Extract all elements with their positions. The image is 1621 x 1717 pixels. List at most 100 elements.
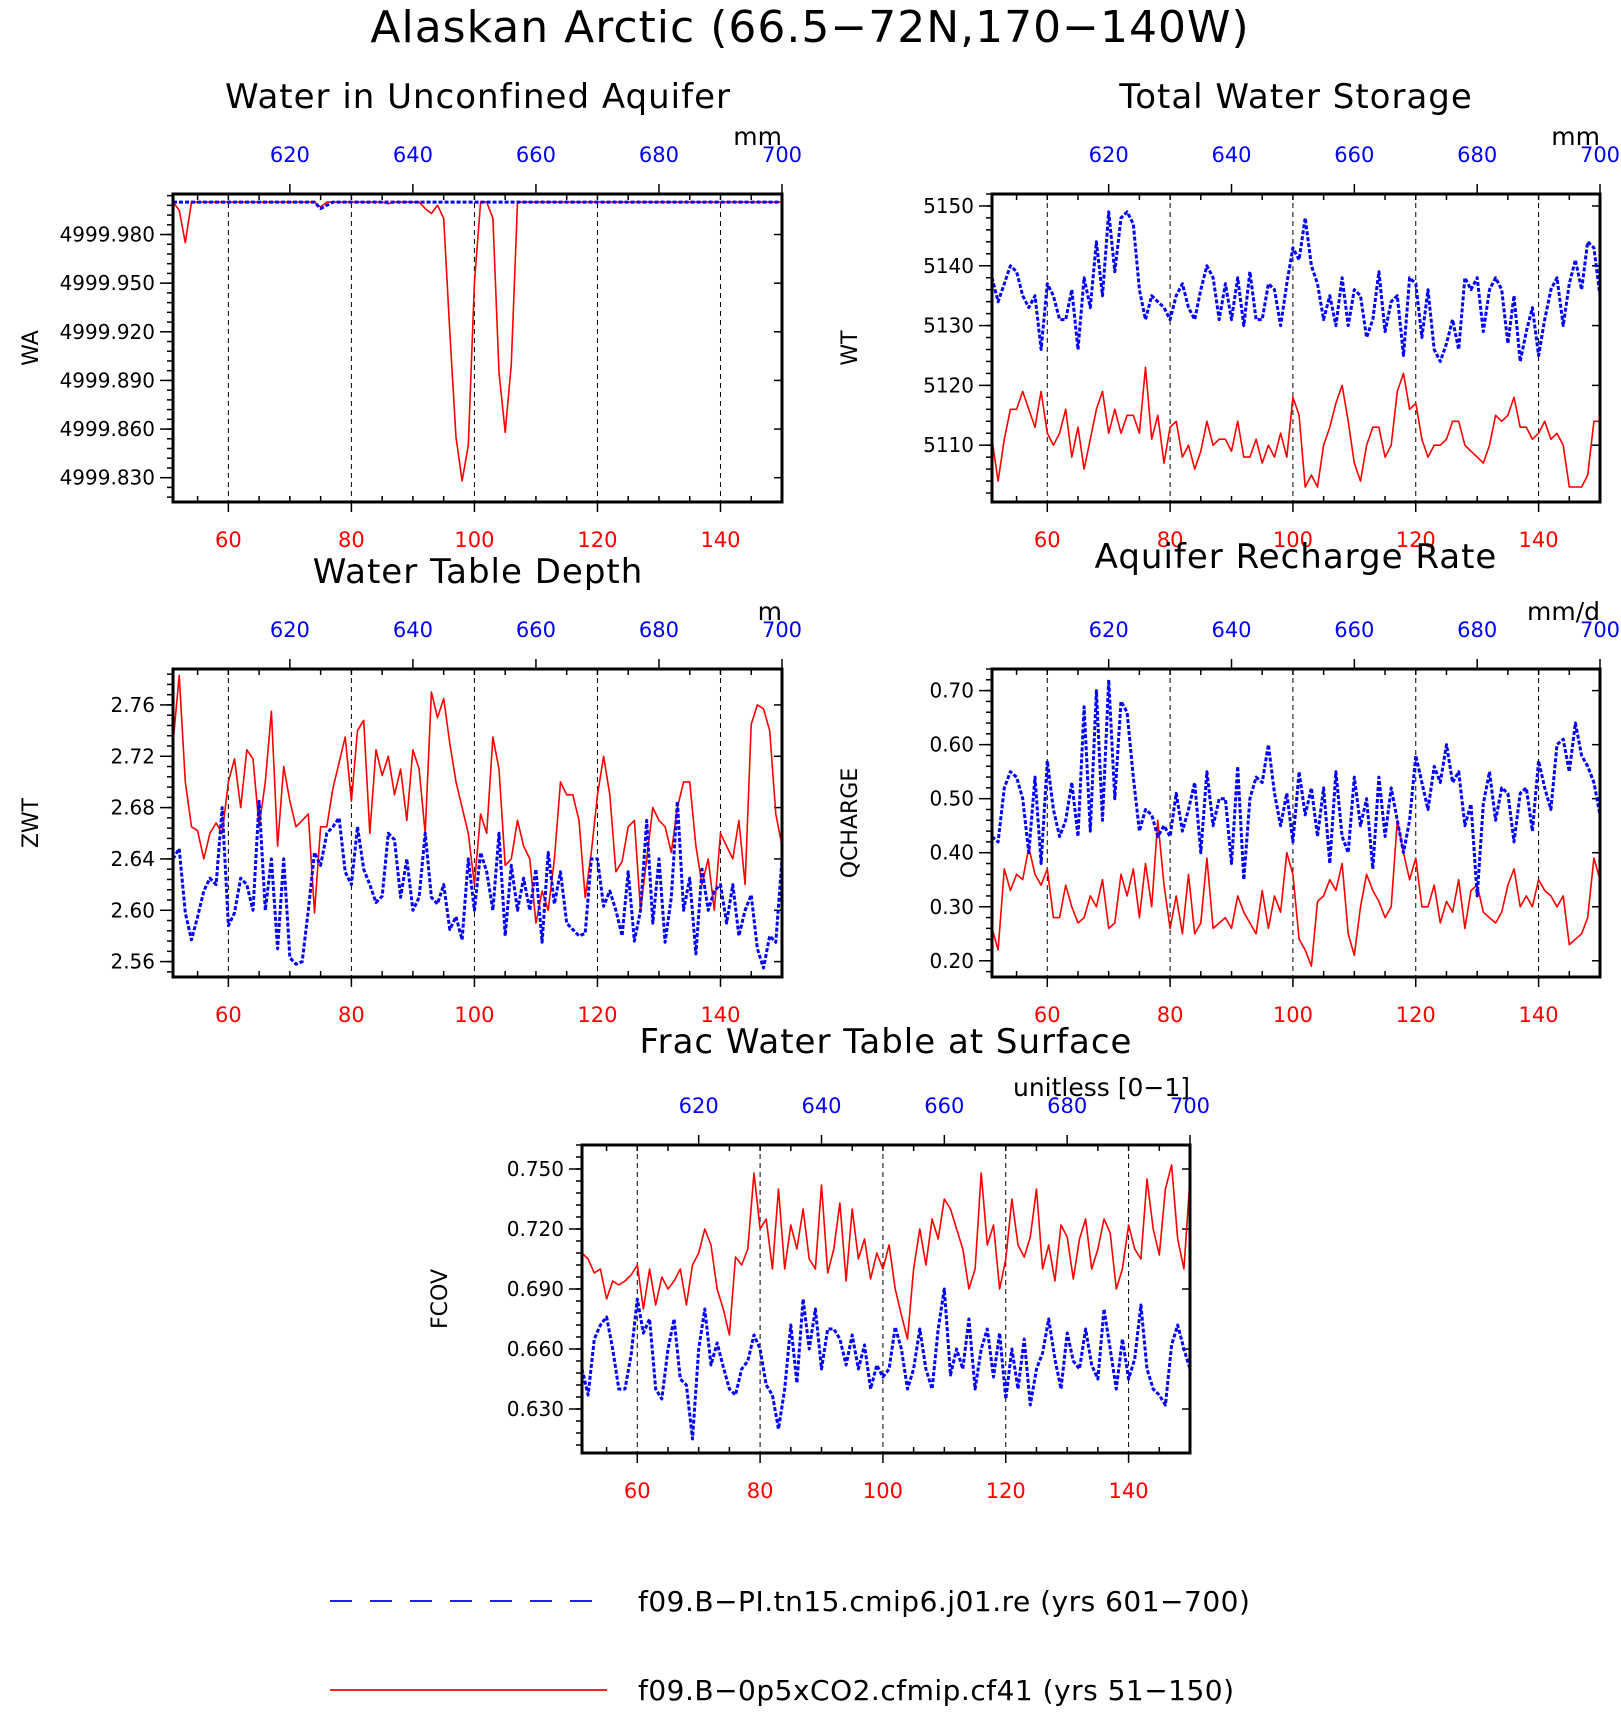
panel-3: Water Table Depth m ZWT 60 80 100 120 140 620 640…: [19, 552, 802, 1027]
x2-tick-label: 700: [1580, 618, 1620, 642]
y-tick-label: 4999.980: [60, 223, 155, 247]
legend-label: f09.B−PI.tn15.cmip6.j01.re (yrs 601−700): [638, 1585, 1250, 1618]
panel-title: Water in Unconfined Aquifer: [225, 77, 731, 117]
x2-tick-label: 620: [270, 143, 310, 167]
x2-tick-label: 660: [1334, 143, 1374, 167]
series-line-case2: [173, 674, 782, 924]
panel-title: Total Water Storage: [1118, 77, 1473, 117]
y-tick-label: 0.630: [507, 1397, 564, 1421]
y-tick-label: 0.720: [507, 1217, 564, 1241]
x-tick-label: 100: [863, 1479, 903, 1503]
x-tick-label: 120: [986, 1479, 1026, 1503]
y-tick-label: 4999.860: [60, 417, 155, 441]
units-label: mm: [1551, 122, 1600, 151]
series-line-case2: [582, 1164, 1190, 1340]
units-label: unitless [0−1]: [1013, 1073, 1190, 1102]
x-tick-label: 60: [215, 528, 242, 552]
y-tick-label: 5140: [923, 254, 974, 278]
x2-tick-label: 620: [270, 618, 310, 642]
y-tick-label: 2.60: [110, 898, 155, 922]
panel-title: Aquifer Recharge Rate: [1095, 537, 1498, 577]
series-line-case1: [582, 1287, 1190, 1441]
units-label: mm: [733, 122, 782, 151]
y-tick-label: 4999.890: [60, 368, 155, 392]
x-tick-label: 120: [1396, 528, 1436, 552]
plot-frame: [990, 667, 1602, 979]
panel-title: Water Table Depth: [313, 552, 644, 592]
x2-tick-label: 660: [516, 618, 556, 642]
x-tick-label: 120: [577, 1003, 617, 1027]
y-tick-label: 0.30: [929, 895, 974, 919]
x-tick-label: 100: [454, 1003, 494, 1027]
panel-title: Frac Water Table at Surface: [640, 1022, 1133, 1062]
series-line-case1: [173, 200, 782, 211]
x-tick-label: 100: [1273, 528, 1313, 552]
y-axis-label: ZWT: [19, 797, 44, 848]
y-tick-label: 4999.950: [60, 271, 155, 295]
x2-tick-label: 700: [762, 618, 802, 642]
x-tick-label: 140: [1519, 528, 1559, 552]
y-tick-label: 4999.920: [60, 320, 155, 344]
x-tick-label: 80: [1157, 528, 1184, 552]
y-axis-label: FCOV: [428, 1269, 453, 1329]
y-tick-label: 5110: [923, 433, 974, 457]
x-tick-label: 80: [1157, 1003, 1184, 1027]
legend-label: f09.B−0p5xCO2.cfmip.cf41 (yrs 51−150): [638, 1674, 1235, 1707]
x2-tick-label: 680: [1457, 618, 1497, 642]
y-tick-label: 2.72: [110, 744, 155, 768]
x-tick-label: 100: [454, 528, 494, 552]
x2-tick-label: 640: [1211, 618, 1251, 642]
x-tick-label: 140: [700, 528, 740, 552]
x2-tick-label: 680: [1457, 143, 1497, 167]
x2-tick-label: 620: [1089, 143, 1129, 167]
panel-2: Total Water Storage mm WT 60 80 100 120 140 620 6…: [838, 77, 1620, 552]
y-tick-label: 0.660: [507, 1337, 564, 1361]
figure-title: Alaskan Arctic (66.5−72N,170−140W): [370, 2, 1249, 53]
x-tick-label: 120: [577, 528, 617, 552]
x2-tick-label: 660: [1334, 618, 1374, 642]
y-tick-label: 2.76: [110, 693, 155, 717]
x2-tick-label: 680: [639, 618, 679, 642]
legend-entry-2: f09.B−0p5xCO2.cfmip.cf41 (yrs 51−150): [330, 1674, 1235, 1707]
y-axis-label: WT: [838, 330, 863, 366]
series-line-case2: [992, 819, 1600, 968]
x-tick-label: 140: [700, 1003, 740, 1027]
legend-entry-1: f09.B−PI.tn15.cmip6.j01.re (yrs 601−700): [330, 1585, 1250, 1618]
x-tick-label: 60: [1034, 528, 1061, 552]
x2-tick-label: 640: [393, 618, 433, 642]
x-tick-label: 60: [1034, 1003, 1061, 1027]
panel-5: Frac Water Table at Surface unitless [0−1…: [428, 1022, 1210, 1503]
y-tick-label: 0.60: [929, 733, 974, 757]
plot-frame: [580, 1143, 1192, 1455]
x-tick-label: 60: [624, 1479, 651, 1503]
y-tick-label: 2.68: [110, 796, 155, 820]
series-line-case2: [173, 201, 782, 482]
legend: f09.B−PI.tn15.cmip6.j01.re (yrs 601−700)…: [330, 1585, 1250, 1707]
y-tick-label: 5150: [923, 194, 974, 218]
units-label: m: [758, 597, 782, 626]
series-line-case1: [173, 799, 782, 970]
x-tick-label: 100: [1273, 1003, 1313, 1027]
x2-tick-label: 640: [1211, 143, 1251, 167]
y-tick-label: 2.64: [110, 847, 155, 871]
y-axis-label: QCHARGE: [838, 768, 863, 879]
y-tick-label: 0.50: [929, 787, 974, 811]
x2-tick-label: 680: [639, 143, 679, 167]
plot-frame: [990, 192, 1602, 504]
units-label: mm/d: [1527, 597, 1600, 626]
x2-tick-label: 640: [801, 1094, 841, 1118]
y-tick-label: 0.750: [507, 1157, 564, 1181]
x-tick-label: 80: [338, 528, 365, 552]
y-tick-label: 2.56: [110, 950, 155, 974]
x-tick-label: 120: [1396, 1003, 1436, 1027]
y-tick-label: 4999.830: [60, 466, 155, 490]
x-tick-label: 80: [338, 1003, 365, 1027]
plot-frame: [171, 667, 784, 979]
x-tick-label: 80: [747, 1479, 774, 1503]
panel-4: Aquifer Recharge Rate mm/d QCHARGE 60 80 100 1…: [838, 537, 1620, 1027]
series-line-case1: [992, 210, 1600, 363]
series-line-case2: [992, 366, 1600, 488]
